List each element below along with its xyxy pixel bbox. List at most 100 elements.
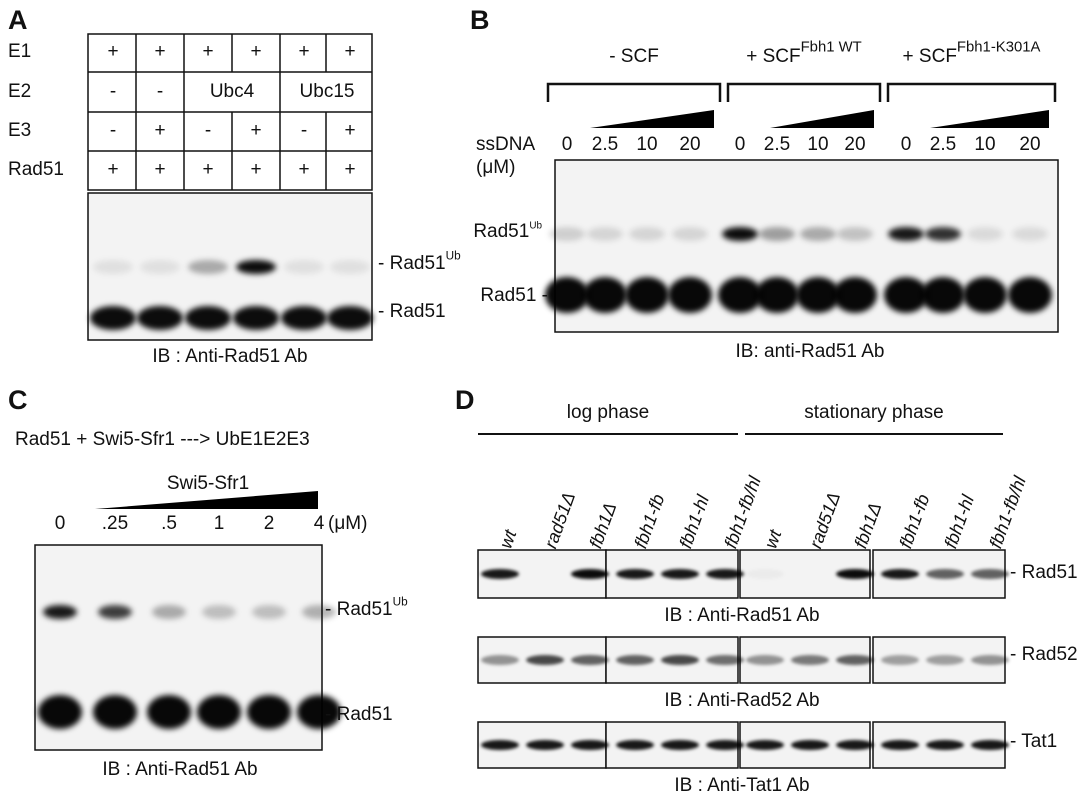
band [706,569,744,579]
bracket [886,82,1057,102]
caption: IB : Anti-Rad52 Ab [664,690,819,711]
concentration: 0 [735,134,746,155]
band [571,569,609,579]
caption: IB : Anti-Tat1 Ab [674,775,809,796]
band [629,227,665,241]
band [625,277,669,313]
caption: IB : Anti-Rad51 Ab [102,759,257,780]
cell: + [154,120,165,141]
band [967,227,1003,241]
panel-letter: C [8,385,28,415]
phase-label: log phase [567,402,649,423]
concentration: 20 [679,134,700,155]
strain-label: wt [495,526,520,551]
band-label: - Rad51 [325,704,393,725]
band [583,277,627,313]
band [140,260,180,274]
row-label: E2 [8,81,31,102]
cell: + [250,41,261,62]
concentration: 10 [807,134,828,155]
band [661,740,699,750]
cell: + [154,159,165,180]
band [888,227,924,241]
caption: IB : Anti-Rad51 Ab [664,605,819,626]
band [43,605,77,619]
concentration: 2 [264,513,275,534]
band [837,227,873,241]
band [1012,227,1048,241]
band-label-main: - Rad51 [378,253,446,274]
strain-label: fbh1-fb [630,491,668,551]
band [746,569,784,579]
band [755,277,799,313]
concentration: 0 [562,134,573,155]
band [971,655,1009,665]
band [93,695,137,729]
caption: IB : Anti-Rad51 Ab [152,346,307,367]
band [672,227,708,241]
band [545,277,589,313]
band [38,695,82,729]
strain-label: fbh1Δ [850,500,885,551]
band-label: Rad51Ub [473,220,542,242]
concentration: 0 [901,134,912,155]
wedge [590,110,714,128]
strain-label: fbh1-hl [675,491,713,550]
band [93,260,133,274]
cell: + [250,159,261,180]
band [881,569,919,579]
band [836,569,874,579]
cell: + [344,120,355,141]
band-label: - Rad52 [1010,644,1078,665]
band [481,569,519,579]
strain-label: fbh1Δ [585,500,620,551]
band-label: - Rad51 [1010,562,1078,583]
band [616,655,654,665]
group-label-sup: Fbh1-K301A [957,39,1041,55]
cell: Ubc15 [300,81,355,102]
band [706,740,744,750]
band [836,655,874,665]
cell: + [344,41,355,62]
cell: - [110,120,116,141]
band [925,227,961,241]
band [147,695,191,729]
band-label: - Rad51Ub [378,250,461,275]
strain-label: fbh1-fb [895,491,933,551]
unit: (μM) [328,513,367,534]
band [197,695,241,729]
concentration: .25 [102,513,128,534]
band [661,569,699,579]
band-label: - Rad51 [378,301,446,322]
band [926,569,964,579]
band [281,306,327,330]
cell: + [298,159,309,180]
concentration: 20 [1019,134,1040,155]
panel-letter: B [470,5,490,35]
panel-letter: D [455,385,475,415]
band [722,227,758,241]
group-label-main: + SCF [903,46,957,67]
band [526,569,564,579]
band [571,740,609,750]
cell: - [157,81,163,102]
band [800,227,836,241]
band [926,655,964,665]
cell: Ubc4 [210,81,255,102]
band-label-main: Rad51 [473,221,529,242]
bracket [546,82,722,102]
strain-label: fbh1-fb/hl [720,473,765,551]
band [90,306,136,330]
panel-letter: A [8,5,28,35]
row-label: E3 [8,120,31,141]
cell: - [110,81,116,102]
band [98,605,132,619]
wedge [95,491,318,509]
concentration: .5 [161,513,177,534]
band [481,740,519,750]
concentration: 2.5 [592,134,618,155]
strain-label: wt [760,526,785,551]
band [137,306,183,330]
cell: - [205,120,211,141]
cell: + [107,159,118,180]
